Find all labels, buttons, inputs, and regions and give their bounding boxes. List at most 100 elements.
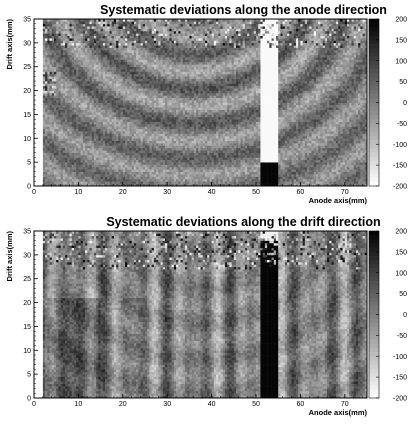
heatmap-cell bbox=[231, 128, 235, 132]
heatmap-cell bbox=[353, 128, 357, 132]
heatmap-cell bbox=[262, 143, 266, 146]
heatmap-cell bbox=[227, 133, 230, 137]
heatmap-cell bbox=[218, 140, 221, 144]
heatmap-cell bbox=[120, 169, 124, 172]
heatmap-cell bbox=[65, 143, 68, 146]
heatmap-cell bbox=[211, 150, 215, 153]
heatmap-cell bbox=[89, 147, 93, 151]
heatmap-cell bbox=[85, 176, 88, 180]
heatmap-cell bbox=[311, 128, 315, 132]
heatmap-cell bbox=[96, 126, 99, 130]
heatmap-cell bbox=[116, 154, 119, 158]
heatmap-cell bbox=[280, 123, 283, 127]
heatmap-cell bbox=[307, 154, 310, 158]
heatmap-cell bbox=[355, 116, 359, 120]
heatmap-cell bbox=[160, 143, 164, 146]
heatmap-cell bbox=[178, 109, 181, 113]
heatmap-cell bbox=[207, 143, 210, 146]
heatmap-cell bbox=[87, 183, 90, 187]
heatmap-cell bbox=[360, 181, 363, 184]
heatmap-cell bbox=[107, 178, 110, 182]
heatmap-cell bbox=[200, 145, 204, 149]
heatmap-cell bbox=[324, 145, 328, 149]
heatmap-cell bbox=[49, 154, 53, 158]
heatmap-cell bbox=[271, 159, 275, 163]
heatmap-cell bbox=[62, 171, 66, 175]
heatmap-cell bbox=[156, 159, 159, 163]
heatmap-cell bbox=[309, 109, 312, 113]
heatmap-cell bbox=[65, 135, 68, 139]
heatmap-cell bbox=[302, 154, 306, 158]
heatmap-cell bbox=[360, 114, 363, 118]
heatmap-cell bbox=[118, 164, 121, 168]
heatmap-cell bbox=[231, 123, 235, 127]
heatmap-cell bbox=[98, 143, 101, 146]
heatmap-cell bbox=[256, 119, 259, 122]
heatmap-cell bbox=[291, 171, 295, 175]
heatmap-cell bbox=[129, 126, 132, 130]
heatmap-cell bbox=[269, 171, 272, 175]
heatmap-cell bbox=[198, 119, 201, 122]
heatmap-cell bbox=[200, 171, 204, 175]
heatmap-cell bbox=[191, 169, 195, 172]
heatmap-cell bbox=[65, 176, 68, 180]
heatmap-cell bbox=[176, 150, 179, 153]
heatmap-cell bbox=[160, 154, 164, 158]
heatmap-cell bbox=[96, 176, 99, 180]
heatmap-cell bbox=[200, 174, 204, 177]
heatmap-cell bbox=[231, 147, 235, 151]
heatmap-cell bbox=[116, 140, 119, 144]
heatmap-cell bbox=[227, 145, 230, 149]
heatmap-cell bbox=[229, 154, 232, 158]
heatmap-cell bbox=[187, 171, 190, 175]
heatmap-cell bbox=[275, 162, 279, 165]
heatmap-cell bbox=[295, 119, 299, 122]
heatmap-cell bbox=[322, 131, 326, 134]
heatmap-cell bbox=[256, 183, 259, 187]
heatmap-cell bbox=[291, 123, 295, 127]
heatmap-cell bbox=[233, 131, 237, 134]
heatmap-cell bbox=[344, 133, 348, 137]
heatmap-cell bbox=[56, 145, 59, 149]
heatmap-cell bbox=[311, 123, 315, 127]
heatmap-cell bbox=[253, 174, 257, 177]
heatmap-cell bbox=[233, 140, 237, 144]
heatmap-cell bbox=[236, 166, 239, 170]
heatmap-cell bbox=[333, 109, 337, 113]
heatmap-cell bbox=[309, 145, 312, 149]
heatmap-cell bbox=[364, 171, 368, 175]
heatmap-cell bbox=[304, 128, 308, 132]
heatmap-cell bbox=[233, 154, 237, 158]
heatmap-cell bbox=[109, 116, 112, 120]
heatmap-cell bbox=[295, 131, 299, 134]
heatmap-cell bbox=[116, 116, 119, 120]
heatmap-cell bbox=[282, 147, 286, 151]
heatmap-cell bbox=[327, 162, 330, 165]
heatmap-cell bbox=[240, 176, 243, 180]
heatmap-cell bbox=[164, 150, 168, 153]
heatmap-cell bbox=[171, 131, 175, 134]
heatmap-cell bbox=[45, 159, 48, 163]
heatmap-cell bbox=[324, 112, 328, 115]
heatmap-cell bbox=[69, 143, 73, 146]
heatmap-cell bbox=[304, 178, 308, 182]
heatmap-cell bbox=[322, 174, 326, 177]
heatmap-cell bbox=[116, 135, 119, 139]
heatmap-cell bbox=[51, 116, 55, 120]
heatmap-cell bbox=[258, 147, 261, 151]
heatmap-cell bbox=[358, 162, 361, 165]
heatmap-cell bbox=[311, 119, 315, 122]
heatmap-cell bbox=[211, 147, 215, 151]
heatmap-cell bbox=[271, 162, 275, 165]
heatmap-cell bbox=[107, 154, 110, 158]
heatmap-cell bbox=[229, 174, 232, 177]
heatmap-cell bbox=[73, 123, 77, 127]
heatmap-cell bbox=[364, 133, 368, 137]
heatmap-cell bbox=[360, 121, 363, 125]
heatmap-cell bbox=[113, 181, 117, 184]
heatmap-cell bbox=[287, 123, 290, 127]
heatmap-cell bbox=[42, 128, 46, 132]
heatmap-cell bbox=[329, 183, 332, 187]
heatmap-cell bbox=[184, 159, 188, 163]
heatmap-cell bbox=[147, 157, 150, 161]
